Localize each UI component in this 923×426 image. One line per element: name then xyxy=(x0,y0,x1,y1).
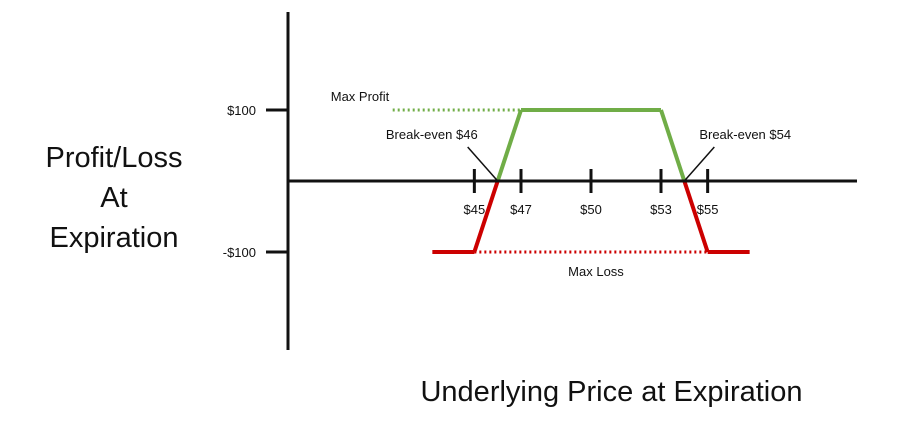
y-axis-label: Profit/Loss At Expiration xyxy=(14,138,214,258)
loss-segment xyxy=(682,180,710,253)
reference-line-label: Max Loss xyxy=(568,264,624,279)
x-tick-label: $50 xyxy=(580,202,602,217)
y-tick-label: $100 xyxy=(227,103,256,118)
y-tick-label: -$100 xyxy=(223,245,256,260)
break-even-label: Break-even $54 xyxy=(699,127,791,142)
x-axis-label: Underlying Price at Expiration xyxy=(420,376,803,408)
break-even-leader xyxy=(467,146,499,182)
break-even-label: Break-even $46 xyxy=(386,127,478,142)
reference-line-label: Max Profit xyxy=(331,89,390,104)
x-tick-label: $53 xyxy=(650,202,672,217)
break-even-leader xyxy=(683,146,715,182)
y-axis-label-line: Expiration xyxy=(49,222,179,254)
x-tick-label: $47 xyxy=(510,202,532,217)
y-axis-label-line: Profit/Loss xyxy=(45,142,183,174)
y-axis-label-line: At xyxy=(100,182,128,214)
profit-segment xyxy=(659,109,687,182)
x-tick-label: $55 xyxy=(697,202,719,217)
loss-segment xyxy=(472,180,500,253)
profit-segment xyxy=(495,109,523,182)
x-tick-label: $45 xyxy=(463,202,485,217)
